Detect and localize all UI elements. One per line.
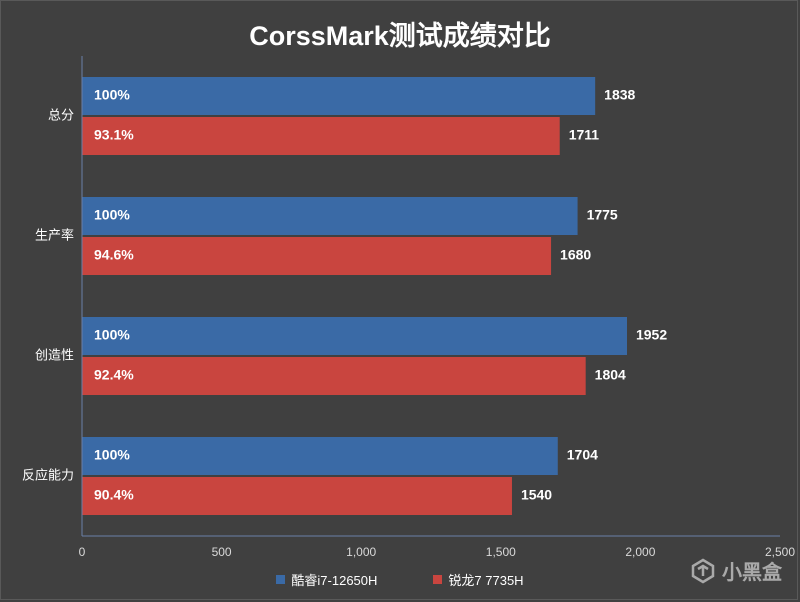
bar-series-2 bbox=[82, 357, 586, 395]
bar-percent-label: 100% bbox=[94, 87, 130, 103]
category-label: 反应能力 bbox=[22, 467, 74, 482]
xiaoheihe-logo-icon bbox=[691, 558, 715, 583]
bar-series-2 bbox=[82, 477, 512, 515]
legend-item-series-1: 酷睿i7-12650H bbox=[276, 570, 377, 589]
bar-value-label: 1838 bbox=[604, 87, 635, 103]
watermark-text: 小黑盒 bbox=[722, 562, 782, 584]
bar-series-2 bbox=[82, 237, 552, 275]
axes: 0 500 1,000 1,500 2,000 2,500 bbox=[79, 56, 795, 559]
bar-percent-label: 100% bbox=[94, 327, 130, 343]
bar-percent-label: 100% bbox=[94, 207, 130, 223]
chart-title: CorssMark测试成绩对比 bbox=[249, 21, 551, 51]
legend-label-series-2: 锐龙7 7735H bbox=[448, 573, 524, 588]
x-tick-label: 2,000 bbox=[625, 545, 655, 559]
bar-series-1 bbox=[82, 437, 558, 475]
bar-series-1 bbox=[82, 197, 578, 235]
bar-percent-label: 100% bbox=[94, 447, 130, 463]
bar-series-1 bbox=[82, 317, 627, 355]
bar-value-label: 1804 bbox=[595, 367, 626, 383]
legend-swatch-series-1 bbox=[276, 575, 286, 584]
bars bbox=[82, 77, 627, 515]
bar-value-label: 1711 bbox=[569, 127, 600, 143]
bar-percent-label: 92.4% bbox=[94, 367, 134, 383]
bar-value-label: 1540 bbox=[521, 487, 552, 503]
legend-swatch-series-2 bbox=[433, 575, 443, 584]
bar-series-2 bbox=[82, 117, 560, 155]
x-tick-label: 0 bbox=[79, 545, 86, 559]
bar-percent-label: 90.4% bbox=[94, 487, 134, 503]
category-label: 总分 bbox=[48, 107, 74, 122]
category-label: 生产率 bbox=[35, 227, 74, 242]
bar-value-label: 1704 bbox=[567, 447, 598, 463]
legend-label-series-1: 酷睿i7-12650H bbox=[291, 573, 378, 588]
x-tick-label: 500 bbox=[212, 545, 232, 559]
legend-item-series-2: 锐龙7 7735H bbox=[433, 570, 524, 589]
x-tick-label: 1,000 bbox=[346, 545, 376, 559]
watermark: 小黑盒 bbox=[690, 556, 782, 585]
data-labels: 100% 1838 93.1% 1711 100% 1775 94.6% 1680 100% 19… bbox=[94, 87, 667, 503]
legend: 酷睿i7-12650H 锐龙7 7735H bbox=[0, 570, 800, 589]
bar-value-label: 1680 bbox=[560, 247, 591, 263]
bar-percent-label: 94.6% bbox=[94, 247, 134, 263]
bar-series-1 bbox=[82, 77, 596, 115]
bar-value-label: 1952 bbox=[636, 327, 667, 343]
category-label: 创造性 bbox=[35, 347, 74, 362]
x-tick-label: 2,500 bbox=[765, 545, 795, 559]
x-tick-label: 1,500 bbox=[486, 545, 516, 559]
bar-percent-label: 93.1% bbox=[94, 127, 134, 143]
bar-value-label: 1775 bbox=[587, 207, 618, 223]
